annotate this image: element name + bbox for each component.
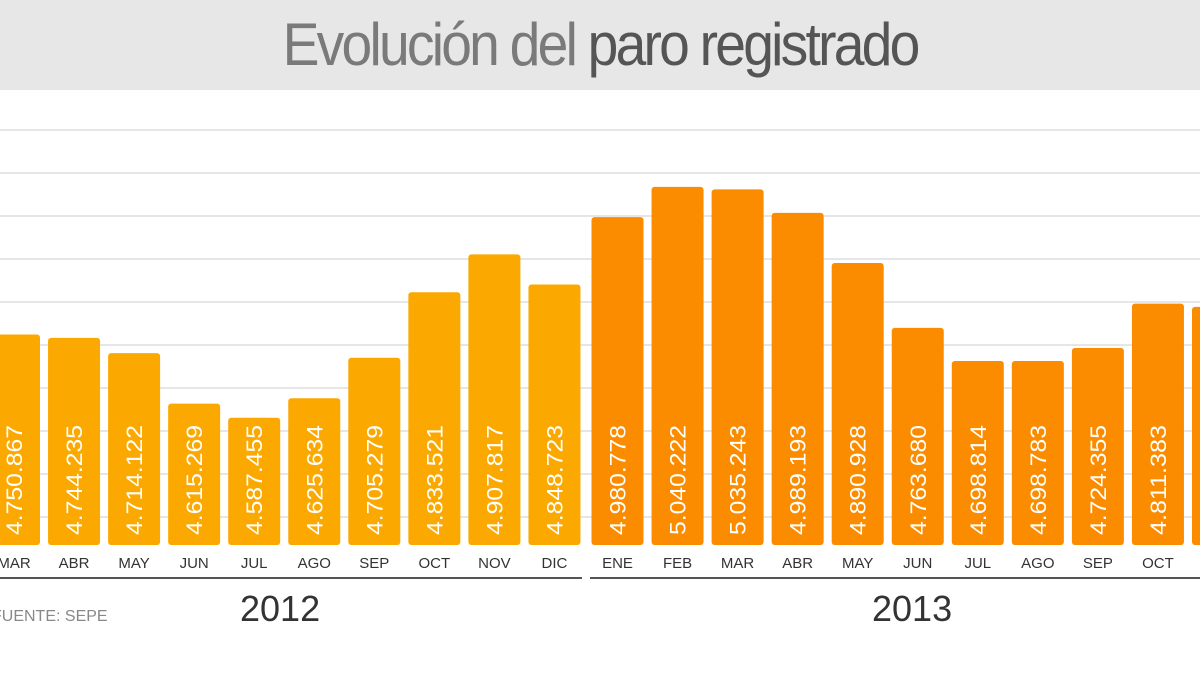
bar <box>108 353 161 545</box>
bar-value-label: 4.615.269 <box>182 425 207 535</box>
bar <box>528 284 581 545</box>
bar-value-label: 4.705.279 <box>362 425 387 535</box>
bar-value-label: 4.763.680 <box>906 425 931 535</box>
bar <box>951 360 1004 545</box>
bar <box>891 327 944 545</box>
bar <box>468 254 521 546</box>
bar <box>408 292 461 545</box>
bar <box>288 398 341 545</box>
bar-value-label: 4.907.817 <box>482 425 507 535</box>
chart-title: Evolución del paro registrado <box>282 0 921 90</box>
bar <box>591 217 644 545</box>
bar <box>228 417 281 545</box>
x-tick-label: SEP <box>1083 555 1113 572</box>
bar <box>651 186 704 546</box>
x-tick-label: MAR <box>0 555 31 572</box>
bar-value-label: 4.724.355 <box>1086 425 1111 535</box>
x-tick-label: JUL <box>964 555 991 572</box>
bar-value-label: 4.698.783 <box>1026 425 1051 535</box>
bar-value-label: 4.890.928 <box>846 425 871 535</box>
x-tick-label: FEB <box>663 555 692 572</box>
bar-value-label: 4.587.455 <box>242 425 267 535</box>
bar <box>1011 361 1064 545</box>
x-tick-label: ENE <box>602 555 633 572</box>
x-tick-label: NOV <box>478 555 511 572</box>
x-tick-label: OCT <box>1142 555 1174 572</box>
bar-value-label: 4.833.521 <box>422 425 447 535</box>
bar <box>48 337 101 545</box>
year-label-2012: 2012 <box>240 588 321 629</box>
x-tick-label: ABR <box>59 555 90 572</box>
bar-value-label: 4.980.778 <box>606 425 631 535</box>
x-tick-label: MAY <box>118 555 149 572</box>
bar <box>1192 306 1200 545</box>
x-tick-label: DIC <box>542 555 568 572</box>
bar <box>0 334 40 545</box>
year-label-2013: 2013 <box>872 588 953 629</box>
x-tick-label: JUN <box>903 555 932 572</box>
bar <box>831 263 884 545</box>
title-part1: Evolución del <box>282 11 578 78</box>
x-tick-label: JUL <box>241 555 268 572</box>
bar-value-label: 4.714.122 <box>122 425 147 535</box>
x-tick-label: MAY <box>842 555 873 572</box>
bar <box>348 357 401 545</box>
bar-value-label: 4.811.383 <box>1146 425 1171 535</box>
bar-value-label: 4.750.867 <box>2 425 27 535</box>
bar-value-label: 4.744.235 <box>62 425 87 535</box>
bar <box>168 403 221 545</box>
bar-value-label: 4.848.723 <box>542 425 567 535</box>
source-note: FUENTE: SEPE <box>0 608 108 625</box>
x-tick-label: MAR <box>721 555 755 572</box>
x-tick-label: JUN <box>180 555 209 572</box>
x-tick-label: OCT <box>419 555 451 572</box>
bar-value-label: 4.625.634 <box>302 425 327 535</box>
title-bar: Evolución del paro registrado <box>0 0 1200 90</box>
bar <box>711 189 764 545</box>
bar-value-label: 5.035.243 <box>726 425 751 535</box>
bar <box>771 212 824 545</box>
x-tick-label: AGO <box>1021 555 1054 572</box>
x-tick-label: AGO <box>298 555 331 572</box>
bar <box>1131 303 1184 545</box>
bar-value-label: 5.040.222 <box>666 425 691 535</box>
x-tick-label: SEP <box>359 555 389 572</box>
bar <box>1071 347 1124 545</box>
x-tick-label: ABR <box>782 555 813 572</box>
bar-value-label: 4.698.814 <box>966 425 991 535</box>
title-part2: paro registrado <box>587 11 921 78</box>
bar-value-label: 4.989.193 <box>786 425 811 535</box>
